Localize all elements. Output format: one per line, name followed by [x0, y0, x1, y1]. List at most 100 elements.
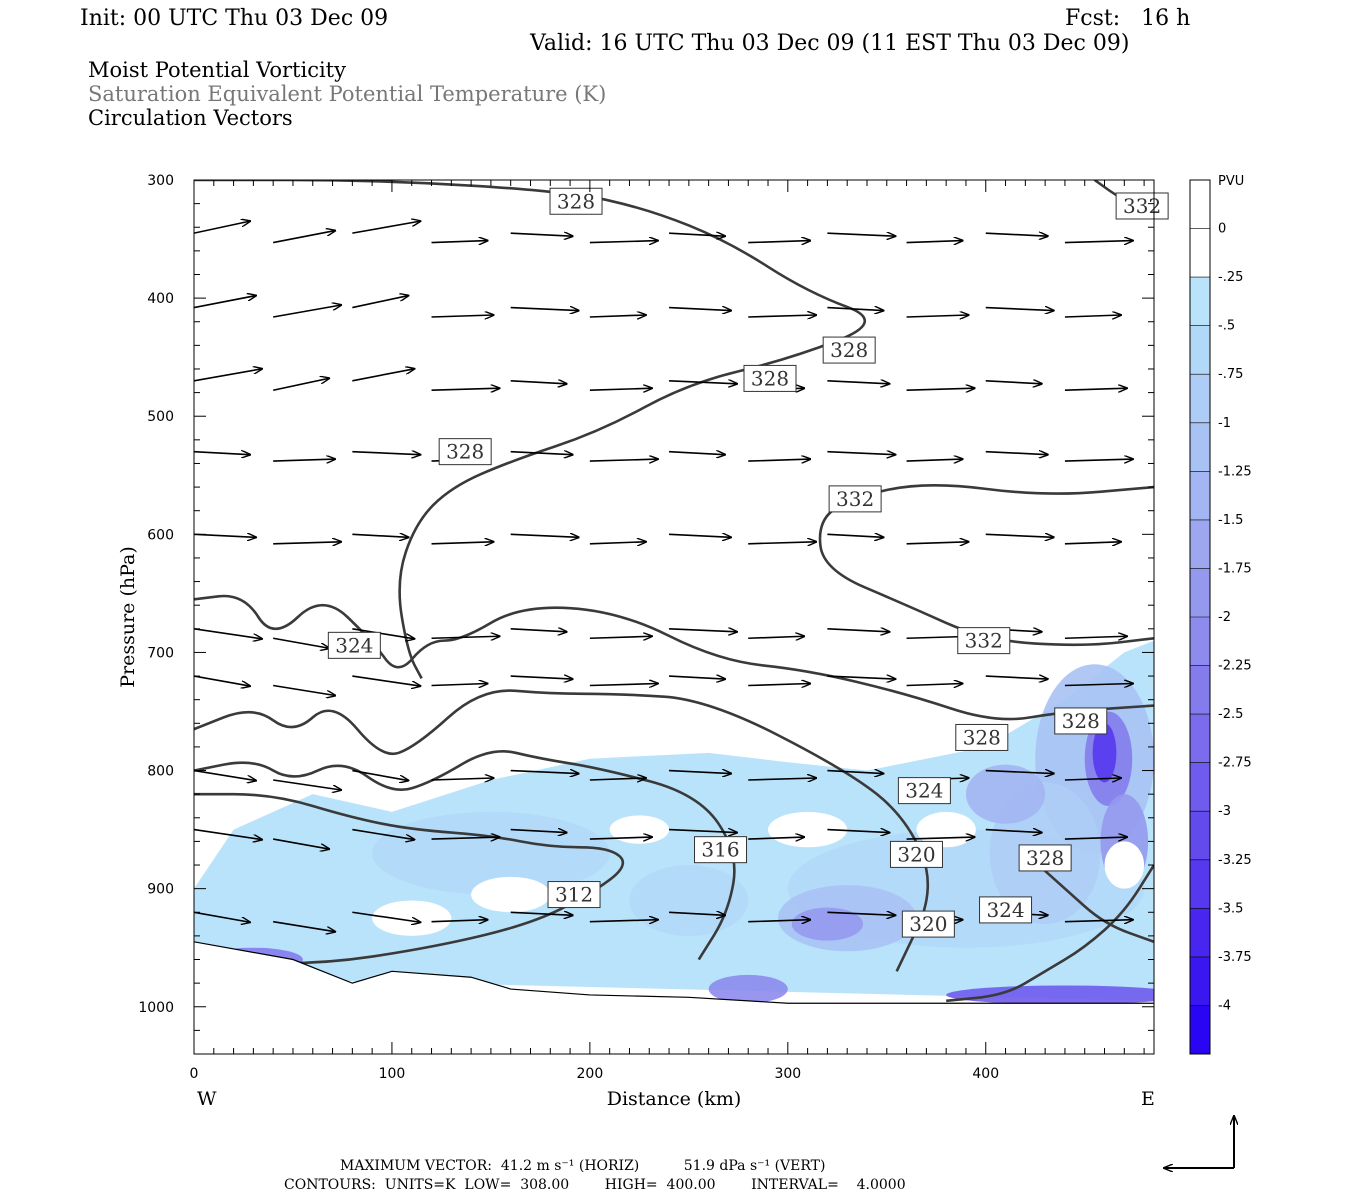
vector-arrow: [985, 534, 1054, 537]
vector-arrow: [906, 388, 975, 390]
vector-arrow: [194, 769, 256, 781]
contour-label: 312: [555, 883, 593, 907]
vector-arrow: [906, 315, 969, 317]
vector-arrow: [1064, 542, 1121, 544]
field-title-theta-es: Saturation Equivalent Potential Temperat…: [88, 82, 607, 106]
colorbar-label: -.75: [1218, 367, 1243, 382]
vector-arrow: [431, 636, 500, 638]
contour-label: 328: [1062, 709, 1100, 733]
colorbar-swatch: [1190, 908, 1210, 957]
pv-core-9: [965, 764, 1046, 824]
east-label: E: [1141, 1088, 1155, 1110]
vector-arrow: [748, 837, 804, 839]
contour-label-box: [1054, 707, 1108, 735]
contour-label-box: [889, 840, 943, 868]
west-label: W: [197, 1088, 217, 1110]
vector-arrow: [1064, 684, 1133, 686]
vector-arrow: [669, 912, 725, 915]
init-label: Init: 00 UTC Thu 03 Dec 09: [80, 6, 389, 31]
circulation-vectors: [194, 221, 1133, 932]
vector-arrow: [748, 684, 810, 686]
vector-arrow: [827, 771, 883, 774]
colorbar-swatch: [1190, 665, 1210, 715]
y-tick-label: 300: [147, 173, 174, 189]
colorbar-label: -3.25: [1218, 853, 1252, 868]
vector-arrow: [510, 629, 567, 632]
colorbar-label: -3: [1218, 804, 1231, 819]
colorbar-label: -2.75: [1218, 756, 1252, 771]
colorbar-swatch: [1190, 568, 1210, 617]
vector-arrow: [748, 542, 816, 544]
y-axis-label: Pressure (hPa): [117, 546, 139, 688]
x-tick-label: 300: [774, 1066, 801, 1082]
contour-label: 316: [701, 838, 739, 862]
contour-320-4: [194, 689, 930, 972]
valid-time-label: Valid: 16 UTC Thu 03 Dec 09 (11 EST Thu …: [530, 31, 1130, 56]
vector-arrow: [431, 684, 488, 686]
x-tick-label: 200: [577, 1066, 604, 1082]
vector-arrow: [827, 233, 895, 236]
vector-arrow: [669, 629, 737, 632]
colorbar-label: -2.5: [1218, 707, 1243, 722]
colorbar-swatch: [1190, 714, 1210, 763]
y-tick-label: 800: [147, 764, 174, 780]
contour-label: 328: [751, 366, 789, 390]
y-tick-label: 400: [147, 291, 174, 307]
vector-arrow: [431, 542, 494, 544]
contour-label: 324: [335, 633, 373, 657]
vector-arrow: [352, 828, 414, 840]
vector-arrow: [827, 308, 883, 311]
vector-arrow: [985, 381, 1042, 384]
vector-arrow: [827, 381, 889, 384]
contour-label: 328: [963, 725, 1001, 749]
vector-arrow: [431, 241, 488, 243]
contour-label: 324: [905, 779, 943, 803]
colorbar-swatch: [1190, 617, 1210, 666]
vector-arrow: [985, 771, 1054, 774]
vector-arrow: [1064, 837, 1127, 839]
colorbar-label: -1.75: [1218, 561, 1252, 576]
colorbar-label: -2: [1218, 610, 1231, 625]
vector-arrow: [510, 830, 567, 833]
vector-arrow: [1064, 920, 1133, 922]
contour-324-3: [194, 594, 1154, 721]
vector-arrow: [431, 837, 500, 839]
contour-label-box: [955, 723, 1009, 751]
vector-arrow: [510, 233, 573, 236]
vector-arrow: [194, 221, 250, 234]
x-tick-label: 100: [379, 1066, 406, 1082]
vector-arrow: [669, 830, 737, 833]
colorbar-swatch: [1190, 325, 1210, 375]
vector-arrow: [273, 542, 341, 544]
vector-arrow: [194, 628, 262, 639]
colorbar-swatch: [1190, 1005, 1210, 1054]
vector-arrow: [589, 459, 658, 461]
vector-arrow: [589, 388, 652, 390]
colorbar-swatch: [1190, 519, 1210, 569]
vector-arrow: [669, 771, 731, 774]
colorbar-swatch: [1190, 762, 1210, 812]
x-tick-label: 0: [190, 1066, 199, 1082]
contour-label: 328: [557, 189, 595, 213]
vector-arrow: [669, 233, 725, 236]
pv-gap-2: [609, 815, 670, 844]
plot-frame: [193, 179, 1155, 1055]
pv-gap-0: [768, 811, 848, 848]
colorbar-label: -.25: [1218, 270, 1243, 285]
vector-arrow: [273, 378, 329, 392]
vector-arrow: [352, 769, 408, 781]
vector-arrow: [906, 459, 963, 461]
vector-arrow: [352, 452, 420, 455]
contour-label-box: [549, 187, 603, 215]
contour-label-box: [957, 627, 1011, 655]
field-title-mpv: Moist Potential Vorticity: [88, 58, 346, 82]
vector-arrow: [510, 912, 573, 915]
vector-arrow: [669, 308, 731, 311]
contour-label-box: [438, 438, 492, 466]
vector-arrow: [273, 459, 335, 461]
pv-core-10: [708, 974, 788, 1004]
colorbar-swatch: [1190, 228, 1210, 278]
vector-arrow: [1064, 315, 1121, 317]
vector-arrow: [273, 231, 335, 244]
